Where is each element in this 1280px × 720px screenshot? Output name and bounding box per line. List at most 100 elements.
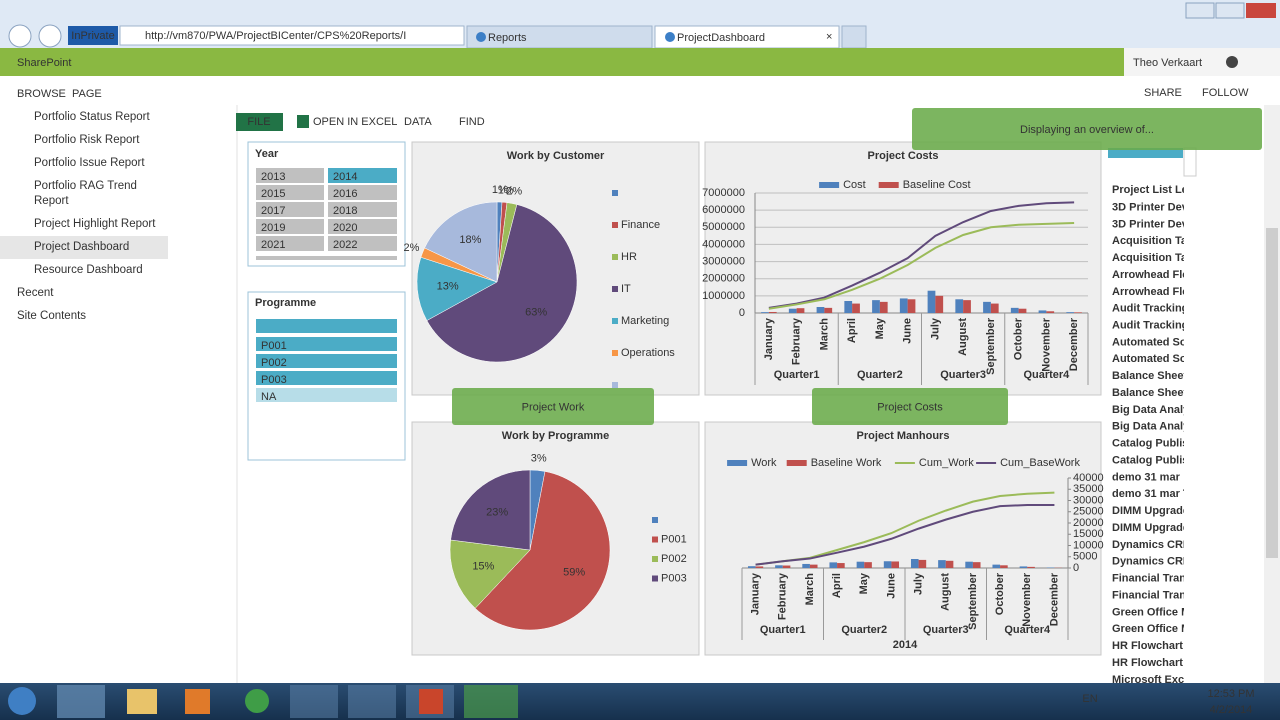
toolbar-item[interactable]: DATA (404, 116, 432, 128)
nav-item[interactable]: Recent (17, 287, 54, 299)
list-item[interactable]: Financial Transac (1112, 589, 1204, 601)
bar (761, 312, 769, 313)
ribbon-action[interactable]: FOLLOW (1202, 87, 1249, 99)
slicer-item[interactable] (256, 354, 397, 368)
list-scroll[interactable] (1183, 147, 1197, 177)
app-c[interactable] (464, 685, 518, 718)
app-ie[interactable] (57, 685, 105, 718)
minimize[interactable] (1185, 2, 1215, 19)
list-item[interactable]: Microsoft Exchan (1112, 674, 1204, 686)
list-item[interactable]: Acquisition Targe (1112, 235, 1204, 247)
list-item[interactable]: Arrowhead Flows (1112, 286, 1204, 298)
address-bar[interactable] (119, 25, 465, 46)
slicer-item[interactable] (328, 168, 397, 183)
list-item[interactable]: Acquisition Targe (1112, 252, 1204, 264)
nav-item[interactable]: Portfolio Status Report (34, 111, 150, 123)
slicer-item[interactable] (328, 202, 397, 217)
slicer-item-blank[interactable] (256, 319, 397, 333)
ribbon-tab[interactable]: BROWSE (17, 88, 66, 100)
bar (829, 562, 838, 568)
nav-item[interactable]: Portfolio Risk Report (34, 134, 140, 146)
list-item[interactable]: Balance Sheet Cu (1112, 370, 1205, 382)
list-item[interactable]: 3D Printer Develo (1112, 218, 1204, 230)
list-item[interactable]: DIMM Upgrade To (1112, 522, 1205, 534)
list-item[interactable]: Green Office Map (1112, 623, 1203, 635)
list-item[interactable]: Big Data Analytic (1112, 404, 1202, 416)
slicer-item[interactable] (256, 337, 397, 351)
list-item[interactable]: HR Flowchart Des (1112, 657, 1206, 669)
slicer-item[interactable] (256, 219, 324, 234)
tab-icon (665, 32, 675, 42)
nav-item[interactable]: Project Highlight Report (34, 218, 156, 230)
list-item[interactable]: Automated Softw (1112, 336, 1203, 348)
legend-swatch (612, 254, 618, 260)
slicer-item[interactable] (256, 168, 324, 183)
forward-button[interactable] (38, 24, 62, 48)
group-label: Quarter4 (1023, 369, 1070, 381)
list-item[interactable]: Catalog Publishin (1112, 454, 1205, 466)
app-media[interactable] (185, 689, 210, 714)
legend-label: P002 (661, 553, 687, 565)
nav-item[interactable]: Portfolio RAG Trend Report (34, 180, 137, 207)
user-name[interactable]: Theo Verkaart (1133, 57, 1202, 69)
pie-label: 63% (525, 306, 547, 318)
list-item[interactable]: Big Data Analytic (1112, 421, 1202, 433)
tray-date: 4/2/2014 (1210, 704, 1253, 716)
settings-icon[interactable] (1226, 56, 1238, 68)
list-item[interactable]: Financial Transac (1112, 573, 1204, 585)
app-explorer[interactable] (127, 689, 157, 714)
maximize[interactable] (1215, 2, 1245, 19)
list-item[interactable]: Arrowhead Flows (1112, 269, 1204, 281)
pie-label: 3% (531, 452, 547, 464)
excel-icon (297, 115, 309, 128)
slicer-item-label: P003 (261, 374, 287, 386)
nav-item[interactable]: Project Dashboard (0, 236, 168, 259)
list-item[interactable]: HR Flowchart Des (1112, 640, 1206, 652)
list-item[interactable]: demo 31 mar Tota (1112, 488, 1206, 500)
project-list: Project List Level 3D Printer Develo 3D Pr… (1112, 184, 1206, 686)
list-item[interactable]: Balance Sheet Cu (1112, 387, 1205, 399)
scroll-thumb[interactable] (1266, 228, 1278, 558)
list-item[interactable]: Dynamics CRM D (1112, 556, 1203, 568)
list-item[interactable]: DIMM Upgrade (1112, 505, 1189, 517)
tab-label[interactable]: ProjectDashboard (677, 32, 765, 44)
start-button[interactable] (8, 687, 36, 715)
file-button[interactable] (236, 113, 283, 131)
y-tick-label: 40000 (1073, 472, 1104, 484)
app-powerpoint[interactable] (419, 689, 443, 714)
caption-box (812, 388, 1008, 425)
close[interactable] (1246, 3, 1276, 18)
list-item[interactable]: Dynamics CRM D (1112, 539, 1203, 551)
nav-item[interactable]: Resource Dashboard (34, 264, 143, 276)
ribbon-action[interactable]: SHARE (1144, 87, 1182, 99)
nav-item[interactable]: Portfolio Issue Report (34, 157, 145, 169)
slicer-item[interactable] (256, 371, 397, 385)
inprivate-label: InPrivate (71, 30, 114, 42)
toolbar-item[interactable]: FIND (459, 116, 485, 128)
list-item[interactable]: Green Office Map (1112, 606, 1203, 618)
slicer-item[interactable] (256, 202, 324, 217)
bar (802, 563, 810, 568)
app-a[interactable] (290, 685, 338, 718)
toolbar-item[interactable]: OPEN IN EXCEL (313, 116, 397, 128)
list-item[interactable]: Catalog Publishin (1112, 438, 1205, 450)
list-item[interactable]: 3D Printer Develo (1112, 201, 1204, 213)
app-chrome[interactable] (245, 689, 269, 713)
slicer-item[interactable] (256, 185, 324, 200)
list-item[interactable]: Audit Tracking To (1112, 319, 1204, 331)
slicer-item[interactable] (328, 185, 397, 200)
slicer-item-label: 2020 (333, 222, 357, 234)
list-item[interactable]: Automated Softw (1112, 353, 1203, 365)
back-button[interactable] (8, 24, 32, 48)
slicer-item[interactable] (328, 236, 397, 251)
tab-label[interactable]: Reports (488, 32, 527, 44)
nav-item[interactable]: Site Contents (17, 310, 87, 322)
ribbon-tab[interactable]: PAGE (72, 88, 102, 100)
list-item[interactable]: demo 31 mar (1112, 471, 1181, 483)
new-tab[interactable] (841, 25, 867, 49)
slicer-item[interactable] (256, 236, 324, 251)
slicer-item[interactable] (328, 219, 397, 234)
slicer-item[interactable] (256, 388, 397, 402)
app-b[interactable] (348, 685, 396, 718)
list-item[interactable]: Audit Tracking (1112, 303, 1188, 315)
